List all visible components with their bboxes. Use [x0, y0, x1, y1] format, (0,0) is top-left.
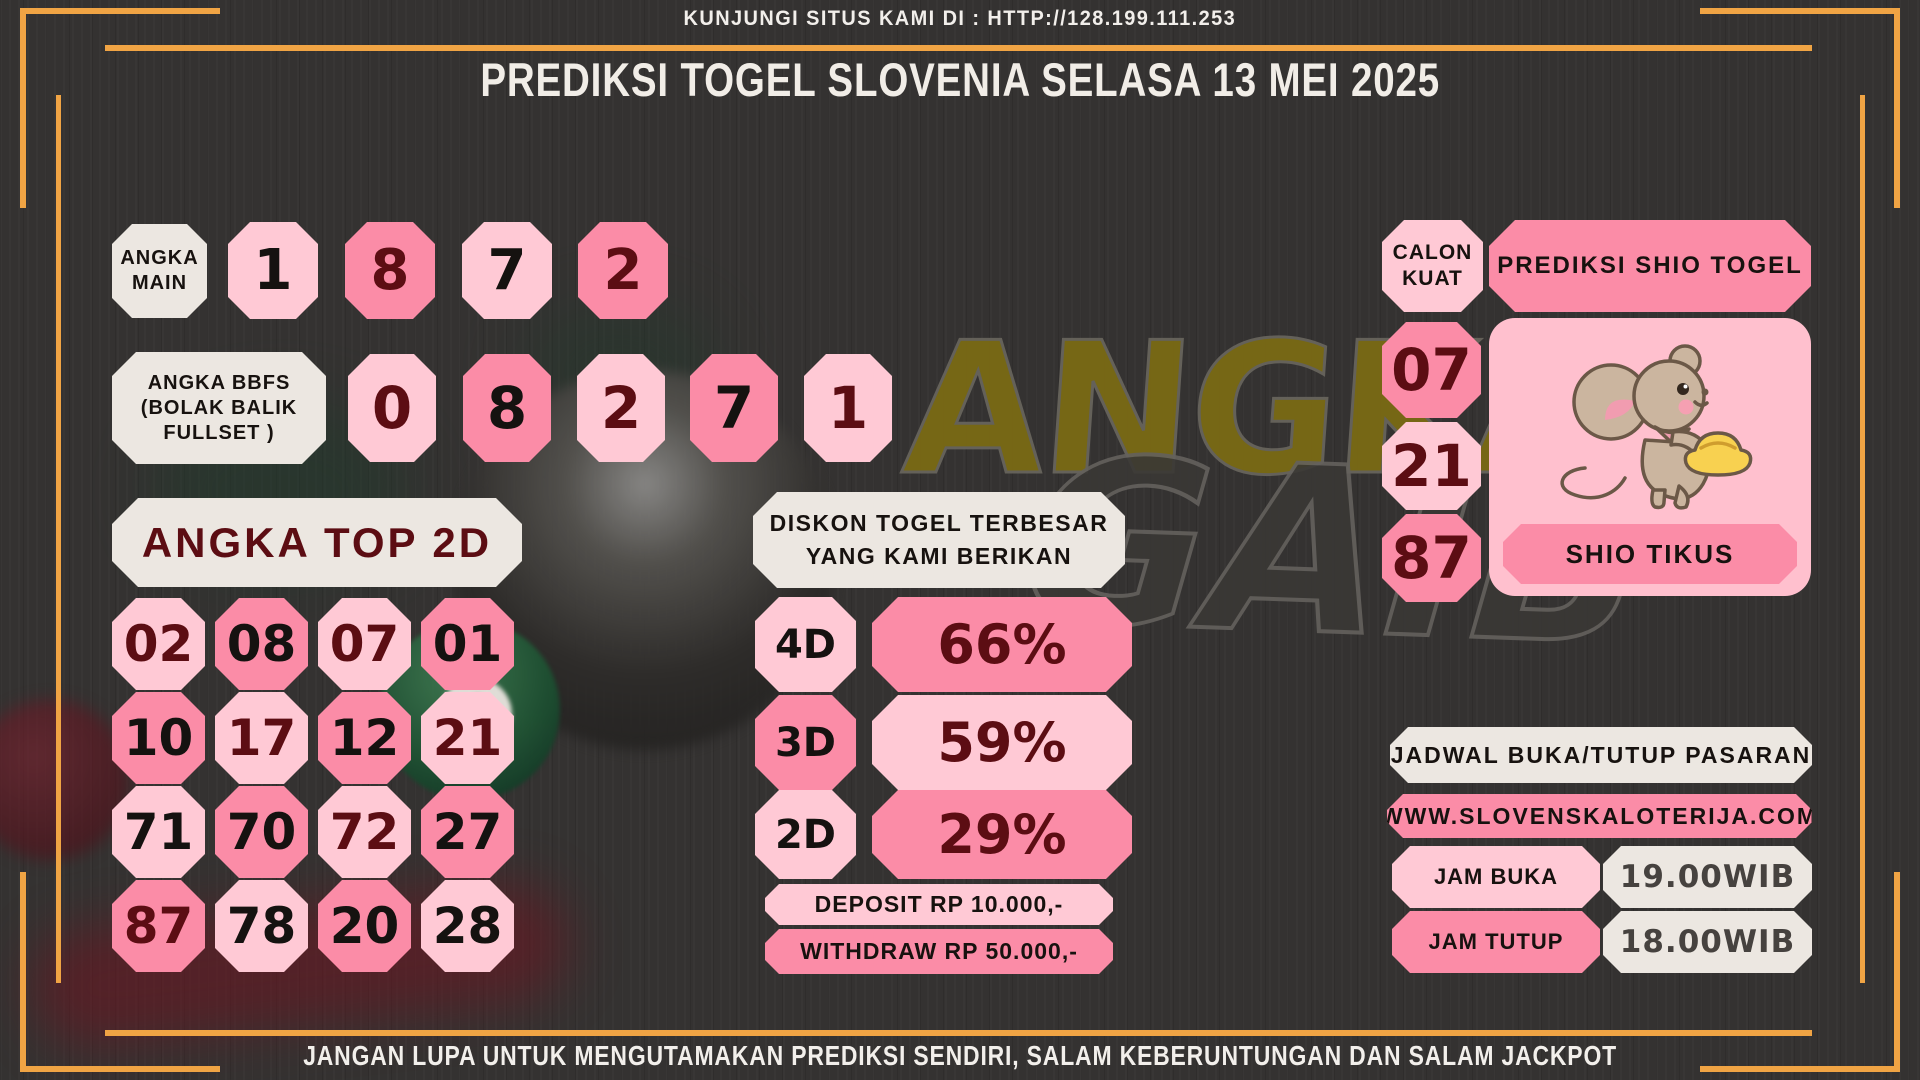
jam-buka-label: JAM BUKA — [1392, 846, 1600, 908]
top2d-cell: 17 — [215, 692, 308, 784]
frame-inner-left-line — [56, 95, 61, 983]
calon-kuat-number: 07 — [1382, 322, 1481, 418]
diskon-4d-value: 66% — [872, 597, 1132, 692]
website-link-banner[interactable]: WWW.SLOVENSKALOTERIJA.COM — [1387, 794, 1812, 838]
diskon-header: DISKON TOGEL TERBESAR YANG KAMI BERIKAN — [753, 492, 1125, 588]
shio-panel-header: PREDIKSI SHIO TOGEL — [1489, 220, 1811, 312]
frame-corner-top-right-v — [1894, 8, 1900, 208]
top2d-cell: 87 — [112, 880, 205, 972]
shio-mouse-icon — [1545, 322, 1755, 522]
top2d-cell: 27 — [421, 786, 514, 878]
page-title: PREDIKSI TOGEL SLOVENIA SELASA 13 MEI 20… — [480, 53, 1440, 106]
top2d-cell: 01 — [421, 598, 514, 690]
calon-kuat-label: CALON KUAT — [1382, 220, 1483, 312]
frame-corner-bottom-left-h — [20, 1066, 220, 1072]
frame-corner-top-right-h — [1700, 8, 1900, 14]
angka-top2d-grid: 02 08 07 01 10 17 12 21 71 70 72 27 87 7… — [112, 598, 524, 972]
frame-corner-top-left-h — [20, 8, 220, 14]
top2d-cell: 12 — [318, 692, 411, 784]
jam-buka-value: 19.00WIB — [1603, 846, 1812, 908]
diskon-4d-label: 4D — [755, 597, 856, 692]
top2d-cell: 10 — [112, 692, 205, 784]
footer-disclaimer: JANGAN LUPA UNTUK MENGUTAMAKAN PREDIKSI … — [303, 1040, 1617, 1071]
frame-corner-bottom-left-v — [20, 872, 26, 1072]
jam-tutup-value: 18.00WIB — [1603, 911, 1812, 973]
frame-inner-top-line — [105, 45, 1812, 51]
angka-bbfs-label: ANGKA BBFS (BOLAK BALIK FULLSET ) — [112, 352, 326, 464]
angka-main-number: 2 — [578, 222, 668, 319]
diskon-2d-label: 2D — [755, 790, 856, 879]
withdraw-banner: WITHDRAW RP 50.000,- — [765, 929, 1113, 974]
angka-bbfs-number: 8 — [463, 354, 551, 462]
frame-corner-bottom-right-v — [1894, 872, 1900, 1072]
top2d-cell: 71 — [112, 786, 205, 878]
top2d-cell: 72 — [318, 786, 411, 878]
calon-kuat-number: 21 — [1382, 422, 1481, 510]
top2d-cell: 08 — [215, 598, 308, 690]
jam-tutup-label: JAM TUTUP — [1392, 911, 1600, 973]
frame-corner-top-left-v — [20, 8, 26, 208]
top2d-cell: 07 — [318, 598, 411, 690]
frame-inner-right-line — [1860, 95, 1865, 983]
shio-result-banner: SHIO TIKUS — [1503, 524, 1797, 584]
angka-bbfs-number: 7 — [690, 354, 778, 462]
diskon-3d-value: 59% — [872, 695, 1132, 790]
angka-bbfs-number: 2 — [577, 354, 665, 462]
site-url-text[interactable]: KUNJUNGI SITUS KAMI DI : HTTP://128.199.… — [683, 7, 1237, 30]
jadwal-header: JADWAL BUKA/TUTUP PASARAN — [1390, 727, 1812, 783]
top2d-cell: 70 — [215, 786, 308, 878]
angka-main-number: 1 — [228, 222, 318, 319]
diskon-2d-value: 29% — [872, 790, 1132, 879]
frame-inner-bottom-line — [105, 1030, 1812, 1036]
angka-main-label: ANGKA MAIN — [112, 224, 207, 318]
angka-bbfs-number: 1 — [804, 354, 892, 462]
angka-main-number: 8 — [345, 222, 435, 319]
angka-top2d-header: ANGKA TOP 2D — [112, 498, 522, 587]
top2d-cell: 02 — [112, 598, 205, 690]
top2d-cell: 21 — [421, 692, 514, 784]
deposit-banner: DEPOSIT RP 10.000,- — [765, 884, 1113, 925]
top2d-cell: 28 — [421, 880, 514, 972]
angka-main-number: 7 — [462, 222, 552, 319]
diskon-3d-label: 3D — [755, 695, 856, 790]
calon-kuat-number: 87 — [1382, 514, 1481, 602]
angka-bbfs-number: 0 — [348, 354, 436, 462]
site-url-banner[interactable]: KUNJUNGI SITUS KAMI DI : HTTP://128.199.… — [0, 7, 1920, 31]
frame-corner-bottom-right-h — [1700, 1066, 1900, 1072]
top2d-cell: 20 — [318, 880, 411, 972]
top2d-cell: 78 — [215, 880, 308, 972]
